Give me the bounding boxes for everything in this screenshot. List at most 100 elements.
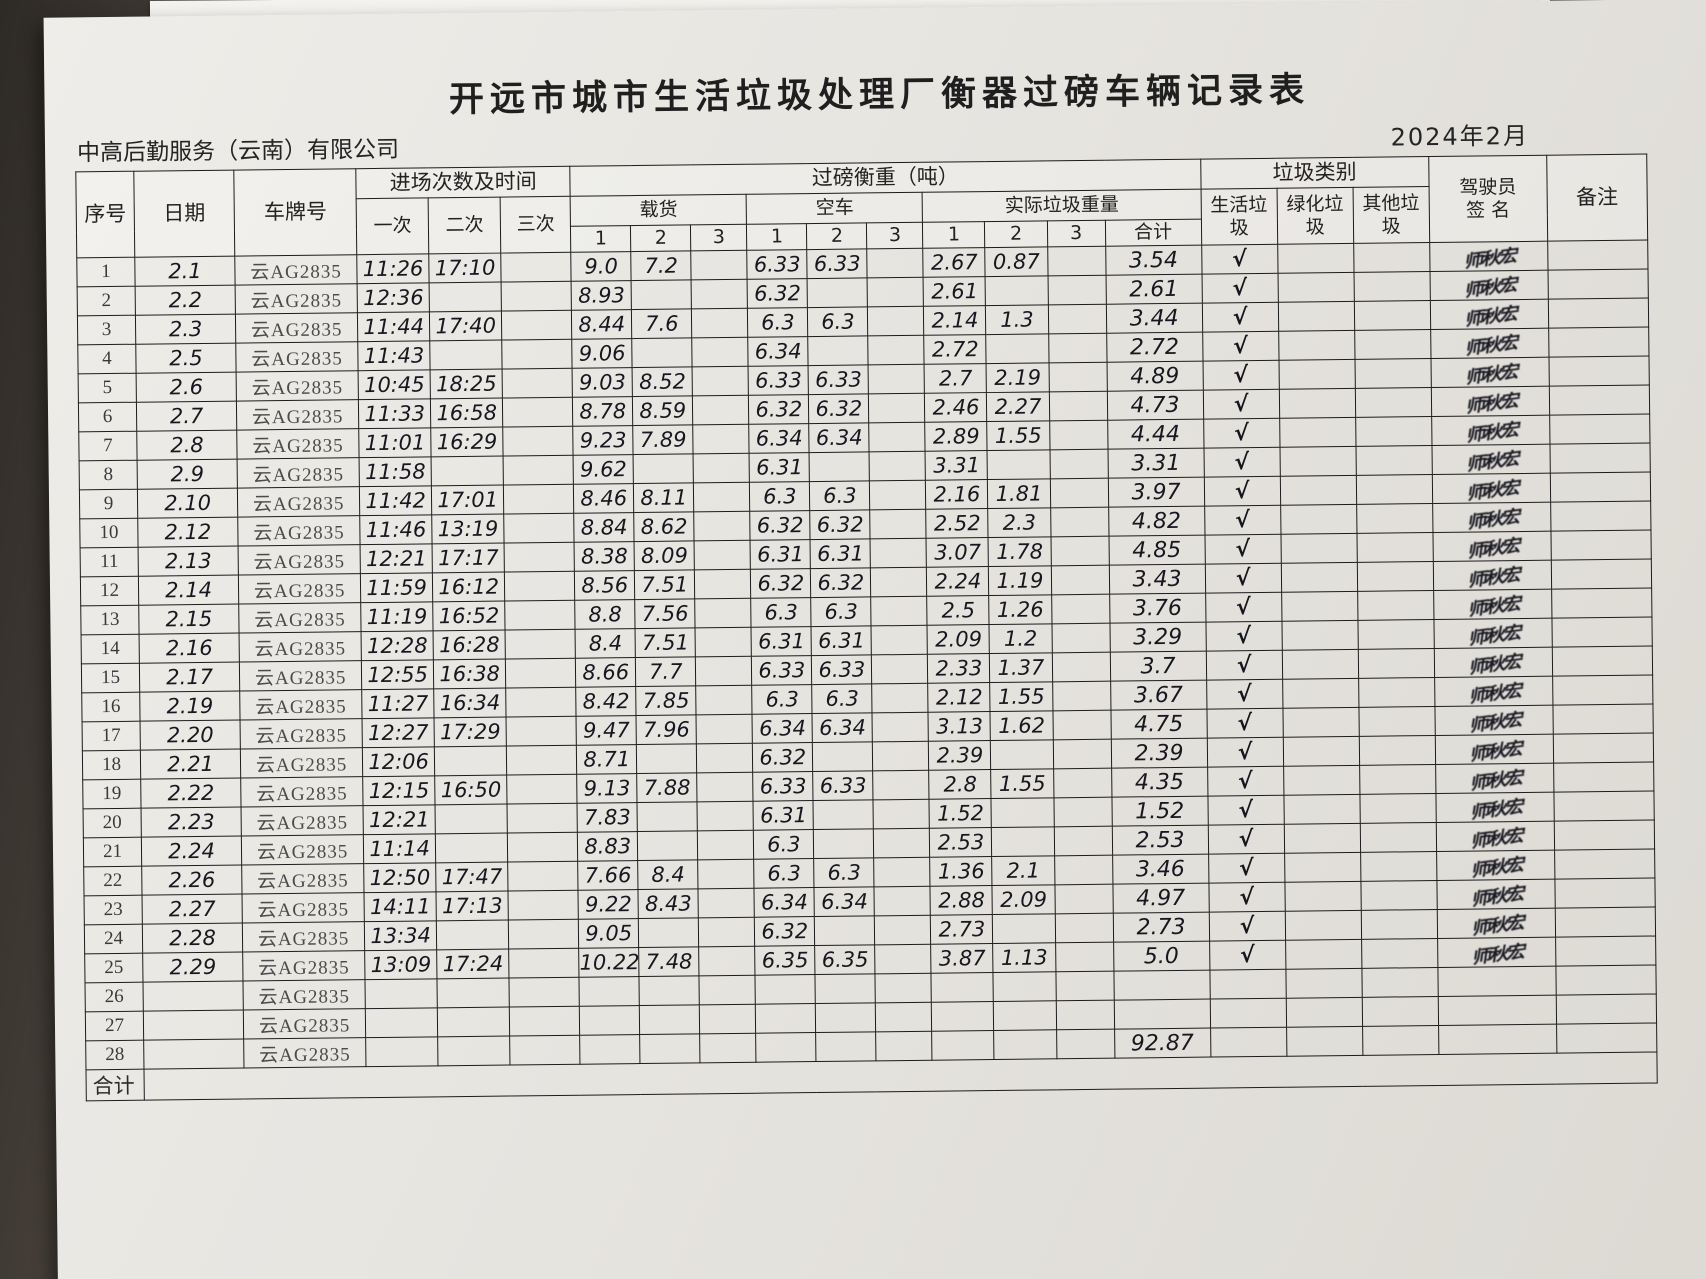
cell-empty-3 [874,915,932,945]
cell-driver-signature-value: 师秋宏 [1466,680,1521,707]
cell-other-waste-check [1353,242,1430,273]
cell-entry-time-3 [505,658,576,689]
cell-actual-1-value: 3.13 [936,714,984,739]
cell-note [1553,733,1654,764]
cell-actual-1: 2.67 [923,247,986,278]
cell-loaded-2-value: 8.59 [639,398,687,424]
cell-empty-2 [808,335,869,366]
cell-loaded-1-value: 9.0 [584,254,619,279]
cell-empty-2 [815,1002,877,1033]
cell-subtotal: 3.29 [1109,622,1206,653]
cell-date-value: 2.7 [169,403,204,429]
cell-loaded-1-value: 8.84 [580,515,628,540]
cell-empty-2 [809,451,870,482]
cell-entry-time-3 [503,484,574,515]
cell-loaded-2: 7.2 [631,250,692,281]
cell-date-value: 2.24 [168,838,216,864]
cell-entry-time-1-value: 11:59 [366,575,428,601]
header-cat-life: 生活垃圾 [1200,188,1278,246]
cell-actual-1: 2.39 [928,740,992,771]
cell-loaded-3 [691,250,748,280]
cell-note [1552,704,1654,735]
cell-entry-time-1: 12:36 [357,282,430,313]
cell-loaded-1: 8.46 [573,483,634,514]
cell-serial-number-value: 25 [104,956,124,979]
cell-empty-1: 6.34 [748,336,809,367]
cell-entry-time-1: 12:27 [362,717,435,748]
cell-serial-number-value: 26 [104,985,124,1008]
cell-driver-signature-value: 师秋宏 [1464,506,1519,533]
cell-entry-time-2: 17:01 [431,485,504,515]
cell-empty-1: 6.33 [748,365,809,396]
cell-loaded-3 [696,743,754,773]
cell-life-waste-check-value: √ [1238,797,1254,823]
record-month: 2024年2月 [1390,121,1530,152]
cell-actual-2-value: 1.55 [997,684,1045,709]
cell-actual-2 [985,275,1048,306]
cell-driver-signature-value: 师秋宏 [1462,274,1517,301]
cell-actual-1-value: 2.67 [930,250,978,275]
cell-plate-number-value: 云AG2835 [257,898,350,921]
cell-entry-time-1: 11:59 [360,572,433,603]
cell-plate-number: 云AG2835 [236,399,359,431]
cell-green-waste-check [1285,997,1363,1028]
cell-entry-time-2-value: 17:01 [437,487,499,513]
cell-driver-signature-value: 师秋宏 [1468,825,1523,852]
cell-entry-time-3 [508,919,579,950]
cell-life-waste-check: √ [1208,911,1286,942]
cell-serial-number-value: 15 [100,666,121,689]
cell-driver-signature [1438,1024,1557,1055]
cell-empty-1: 6.32 [754,916,816,947]
cell-life-waste-check-value: √ [1234,478,1250,504]
cell-subtotal-value: 5.0 [1143,943,1179,969]
cell-entry-time-3 [505,687,577,718]
cell-actual-3 [1047,246,1106,276]
cell-empty-2-value: 6.31 [818,628,866,653]
cell-empty-1-value: 6.3 [764,600,799,625]
cell-driver-signature-value: 师秋宏 [1468,854,1523,881]
cell-entry-time-1-value: 11:01 [364,430,426,456]
header-driver-line1: 驾驶员 [1459,175,1517,199]
cell-driver-signature: 师秋宏 [1434,676,1553,707]
cell-actual-1-value: 3.87 [938,946,986,971]
cell-note [1554,820,1655,851]
cell-date-value: 2.12 [164,519,212,545]
cell-empty-2-value: 6.3 [827,860,862,885]
cell-loaded-2: 7.51 [635,627,696,658]
cell-empty-2: 6.34 [814,886,875,917]
cell-actual-2: 1.13 [993,942,1056,973]
cell-actual-1-value: 2.89 [932,424,980,449]
cell-loaded-1-value: 9.03 [578,370,626,395]
cell-serial-number: 12 [80,576,139,606]
cell-date: 2.9 [137,459,238,490]
cell-serial-number: 16 [81,692,141,722]
header-cat-other: 其他垃圾 [1352,186,1430,244]
cell-loaded-3 [695,685,753,715]
cell-actual-1-value: 2.5 [941,598,976,623]
cell-actual-2: 1.26 [989,594,1052,625]
cell-date-value: 2.6 [169,374,204,400]
cell-green-waste-check [1281,649,1359,680]
cell-actual-2: 1.55 [987,420,1050,451]
cell-serial-number: 25 [84,953,144,983]
cell-driver-signature: 师秋宏 [1430,328,1549,359]
cell-plate-number: 云AG2835 [239,689,363,721]
cell-subtotal: 3.76 [1109,593,1206,624]
cell-driver-signature: 师秋宏 [1435,792,1555,823]
header-date: 日期 [133,170,235,258]
cell-driver-signature-value: 师秋宏 [1464,448,1519,475]
cell-loaded-1-value: 8.4 [588,631,623,656]
cell-loaded-1: 8.66 [575,657,636,688]
cell-green-waste-check [1284,881,1361,912]
cell-empty-2: 6.3 [807,306,869,337]
cell-green-waste-check [1278,388,1356,419]
cell-green-waste-check [1284,852,1361,883]
cell-entry-time-1-value: 12:15 [368,778,430,804]
cell-entry-time-3 [508,948,580,979]
cell-other-waste-check [1360,909,1438,940]
cell-actual-1-value: 1.52 [937,801,985,826]
cell-subtotal-value: 4.73 [1130,392,1180,418]
cell-other-waste-check [1360,851,1437,882]
cell-actual-3 [1049,420,1108,450]
cell-green-waste-check [1280,562,1358,593]
